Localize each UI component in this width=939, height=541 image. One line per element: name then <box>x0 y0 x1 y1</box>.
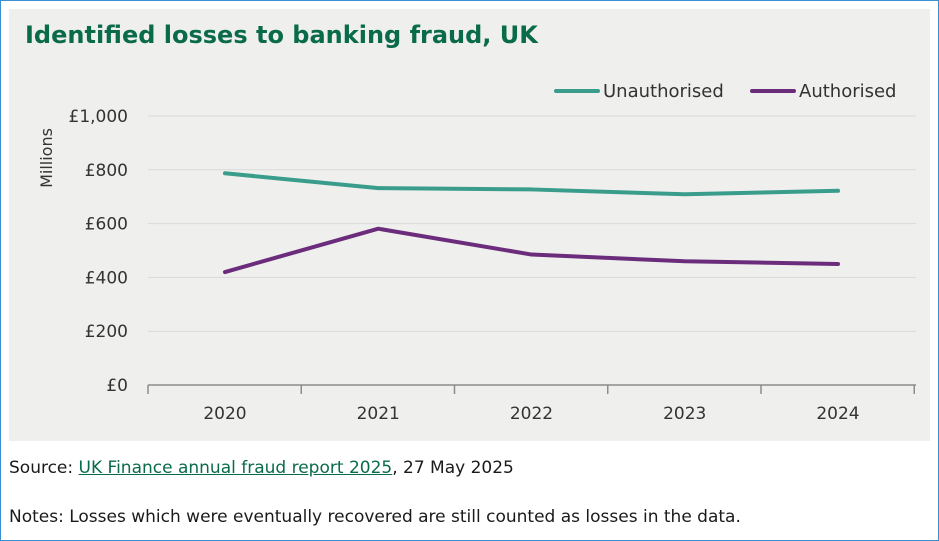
gridlines <box>148 115 916 332</box>
y-tick-label: £0 <box>106 376 128 396</box>
x-tick-label: 2020 <box>203 404 246 424</box>
legend-label: Unauthorised <box>603 81 724 102</box>
legend-label: Authorised <box>799 81 896 102</box>
notes-line: Notes: Losses which were eventually reco… <box>9 507 741 527</box>
series-line-unauthorised <box>223 171 840 197</box>
series-lines <box>223 171 840 275</box>
x-tick-label: 2022 <box>510 404 553 424</box>
y-tick-label: £200 <box>85 322 128 342</box>
legend: Unauthorised Authorised <box>554 81 896 102</box>
chart-panel <box>9 9 930 441</box>
x-tick-label: 2021 <box>357 404 400 424</box>
y-axis-ticks: £0 £200 £400 £600 £800 £1,000 <box>69 107 128 396</box>
y-tick-label: £600 <box>85 215 128 235</box>
y-tick-label: £800 <box>85 161 128 181</box>
y-tick-label: £1,000 <box>69 107 128 127</box>
chart-title: Identified losses to banking fraud, UK <box>25 21 538 49</box>
source-date: , 27 May 2025 <box>392 458 514 478</box>
y-axis-label: Millions <box>37 128 56 188</box>
x-axis: 2020 2021 2022 2023 2024 <box>147 384 916 424</box>
source-line: Source: UK Finance annual fraud report 2… <box>9 458 514 478</box>
x-tick-label: 2024 <box>816 404 859 424</box>
x-tick-label: 2023 <box>663 404 706 424</box>
source-prefix: Source: <box>9 458 79 478</box>
y-tick-label: £400 <box>85 268 128 288</box>
series-line-authorised <box>223 226 840 275</box>
source-link[interactable]: UK Finance annual fraud report 2025 <box>78 458 393 478</box>
